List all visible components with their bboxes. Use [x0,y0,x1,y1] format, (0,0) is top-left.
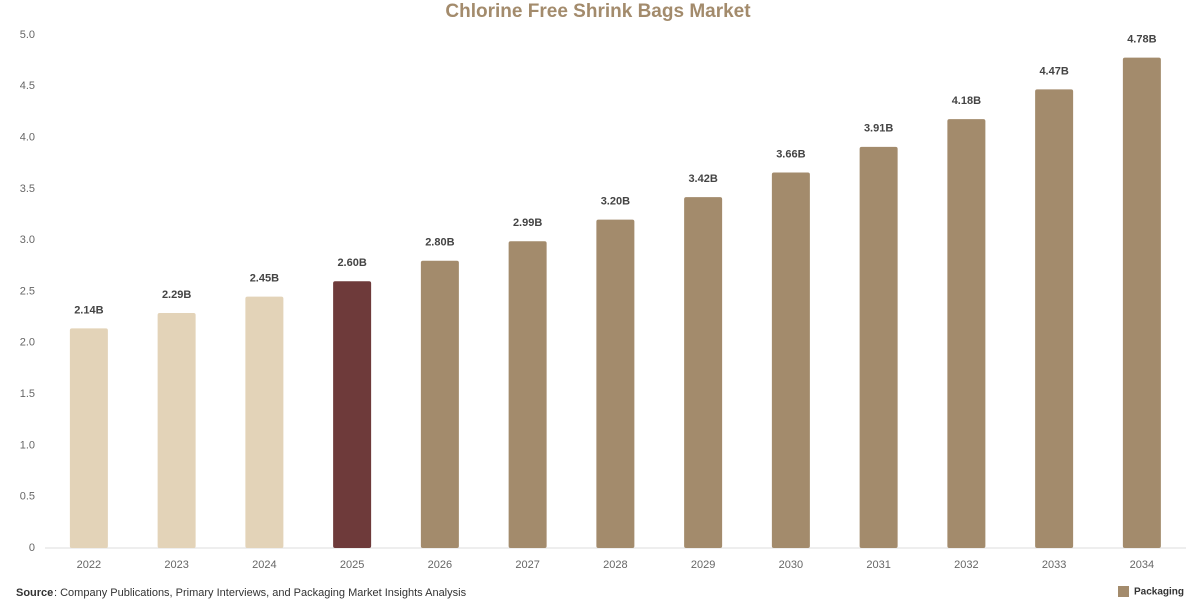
source-label: Source [16,587,53,599]
bar [859,146,898,549]
y-tick-label: 0 [29,542,35,554]
chart-title: Chlorine Free Shrink Bags Market [445,1,751,22]
logo-icon [1118,586,1129,597]
bar [1035,89,1074,549]
x-tick-label: 2022 [77,559,101,571]
value-label: 2.80B [425,237,454,249]
value-label: 3.42B [688,173,717,185]
value-label: 3.66B [776,148,805,160]
x-tick-label: 2032 [954,559,978,571]
value-label: 4.18B [952,95,981,107]
bar [771,172,810,548]
x-tick-label: 2028 [603,559,627,571]
y-tick-label: 3.0 [20,234,35,246]
y-tick-label: 2.5 [20,285,35,297]
value-label: 4.78B [1127,33,1156,45]
y-tick-label: 4.5 [20,80,35,92]
value-label: 2.99B [513,217,542,229]
bar [157,313,196,548]
y-tick-label: 4.0 [20,132,35,144]
y-tick-label: 1.5 [20,388,35,400]
bar [420,260,459,548]
x-tick-label: 2025 [340,559,364,571]
x-tick-label: 2023 [164,559,188,571]
value-label: 2.60B [337,257,366,269]
value-label: 2.45B [250,273,279,285]
bar [245,296,284,548]
y-tick-label: 0.5 [20,491,35,503]
value-label: 2.14B [74,304,103,316]
value-label: 2.29B [162,289,191,301]
logo-text: Packaging [1134,587,1184,598]
source-text: : Company Publications, Primary Intervie… [54,587,467,599]
bar [684,197,723,548]
x-tick-label: 2034 [1130,559,1154,571]
x-tick-label: 2033 [1042,559,1066,571]
x-tick-label: 2024 [252,559,276,571]
y-tick-label: 5.0 [20,29,35,41]
bar [947,119,986,548]
x-tick-label: 2027 [515,559,539,571]
y-tick-label: 2.0 [20,337,35,349]
bar [508,241,547,548]
value-label: 4.47B [1039,65,1068,77]
x-tick-label: 2030 [779,559,803,571]
value-label: 3.20B [601,196,630,208]
y-tick-label: 3.5 [20,183,35,195]
bar [1122,57,1161,549]
y-tick-label: 1.0 [20,439,35,451]
bar [333,281,372,548]
value-label: 3.91B [864,123,893,135]
x-tick-label: 2029 [691,559,715,571]
bar [596,219,635,548]
x-tick-label: 2031 [866,559,890,571]
bar [69,328,108,548]
x-tick-label: 2026 [428,559,452,571]
